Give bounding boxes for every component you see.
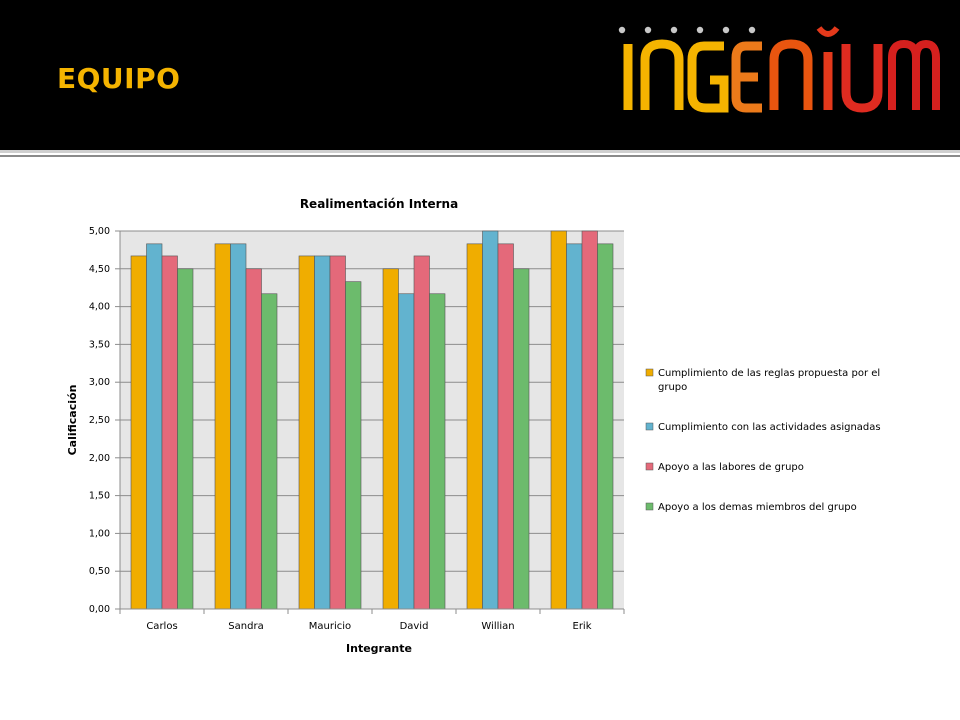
legend-label: Cumplimiento con las actividades asignad… [658, 422, 881, 433]
y-tick-label: 0,50 [89, 566, 110, 577]
y-tick-label: 5,00 [89, 226, 110, 237]
bar [513, 268, 530, 610]
bar [130, 255, 147, 610]
bar [298, 255, 315, 610]
bar [161, 255, 178, 610]
chart-title: Realimentación Interna [300, 197, 458, 211]
y-tick-label: 3,50 [89, 339, 110, 350]
bar [230, 243, 247, 610]
y-tick-label: 3,00 [89, 377, 110, 388]
bar [482, 230, 499, 610]
logo-dots [618, 26, 756, 34]
y-axis-label: Calificación [66, 385, 79, 456]
x-tick-label: Willian [481, 621, 514, 632]
bar [214, 243, 231, 610]
y-tick-label: 2,50 [89, 415, 110, 426]
bar-chart: Realimentación Interna 0,00 0,50 1,00 1,50 2… [66, 197, 881, 655]
legend-swatch [645, 502, 654, 511]
bar [597, 243, 614, 610]
logo-dot [696, 26, 704, 34]
bar [413, 255, 430, 610]
legend-swatch [645, 422, 654, 431]
bar [177, 268, 194, 610]
header-divider [0, 150, 960, 153]
bar [345, 281, 362, 610]
axes [119, 231, 624, 610]
x-axis-ticks: Carlos Sandra Mauricio David Willian Erik [119, 609, 625, 632]
logo-dot [722, 26, 730, 34]
x-tick-label: Mauricio [309, 621, 351, 632]
slide-header: EQUIPO [0, 0, 960, 150]
slide-title: EQUIPO [57, 62, 181, 95]
logo-dot [618, 26, 626, 34]
logo-dot [644, 26, 652, 34]
bars [130, 230, 614, 610]
bar [261, 293, 278, 610]
bar [550, 230, 567, 610]
bar [566, 243, 583, 610]
bar [314, 255, 331, 610]
logo-dot [670, 26, 678, 34]
legend-swatch [645, 368, 654, 377]
x-tick-label: Sandra [228, 621, 263, 632]
legend-swatch [645, 462, 654, 471]
bar [146, 243, 163, 610]
bar [466, 243, 483, 610]
bar [329, 255, 346, 610]
bar [497, 243, 514, 610]
bar [245, 268, 262, 610]
x-tick-label: David [400, 621, 429, 632]
bar [382, 268, 399, 610]
x-tick-label: Erik [573, 621, 592, 632]
legend-label: Apoyo a las labores de grupo [658, 462, 804, 473]
y-axis-ticks: 0,00 0,50 1,00 1,50 2,00 2,50 3,00 3,50 4,00 4,50… [89, 226, 120, 615]
y-tick-label: 0,00 [89, 604, 110, 615]
x-tick-label: Carlos [146, 621, 177, 632]
y-tick-label: 4,00 [89, 302, 110, 313]
bar [429, 293, 446, 610]
bar [581, 230, 598, 610]
y-tick-label: 1,00 [89, 528, 110, 539]
y-tick-label: 1,50 [89, 491, 110, 502]
bar [398, 293, 415, 610]
logo-dot [748, 26, 756, 34]
legend-label: Apoyo a los demas miembros del grupo [658, 502, 857, 513]
x-axis-label: Integrante [346, 642, 412, 655]
legend-label: Cumplimiento de las reglas propuesta por… [658, 368, 880, 393]
y-tick-label: 4,50 [89, 264, 110, 275]
ingenium-logo [618, 26, 940, 113]
header-divider-shadow [0, 155, 960, 157]
y-tick-label: 2,00 [89, 453, 110, 464]
legend: Cumplimiento de las reglas propuesta por… [645, 368, 881, 513]
